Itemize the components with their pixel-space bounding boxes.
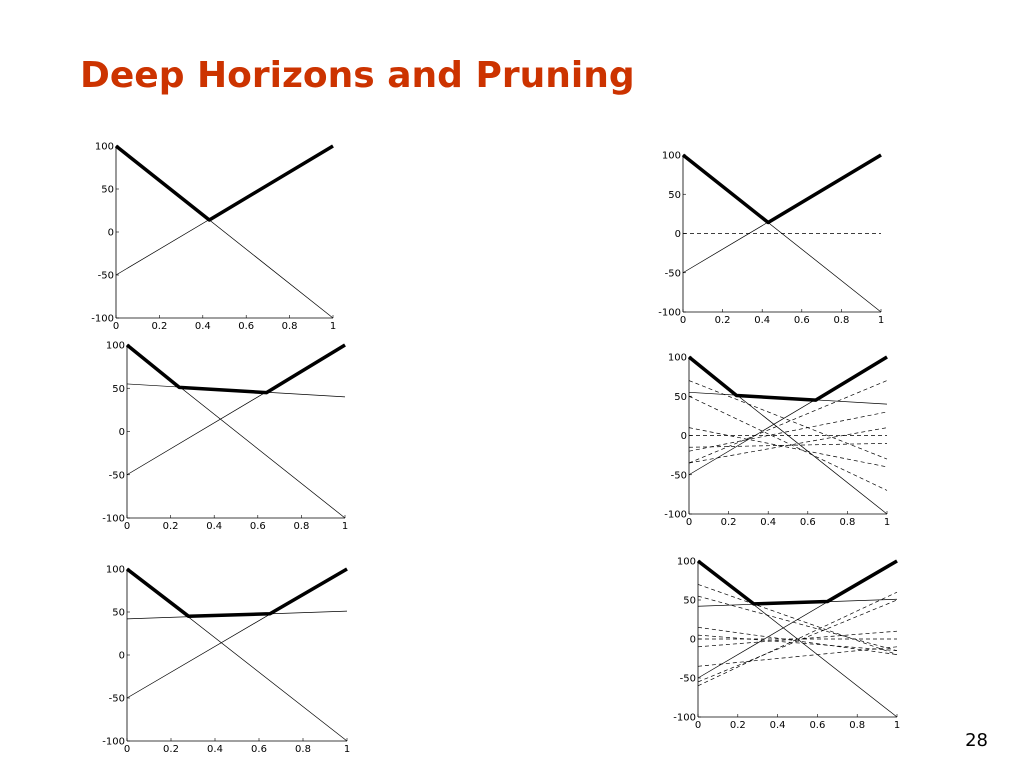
series-line bbox=[114, 144, 334, 222]
y-tick-label: -50 bbox=[109, 694, 125, 705]
series-line bbox=[697, 591, 898, 687]
x-tick-label: 0.2 bbox=[730, 720, 746, 731]
x-tick-label: 0.4 bbox=[207, 744, 223, 755]
series-line bbox=[687, 355, 888, 402]
x-tick-label: 0.2 bbox=[163, 521, 179, 532]
x-tick-label: 0.6 bbox=[800, 517, 816, 528]
x-tick-label: 1 bbox=[894, 720, 900, 731]
x-tick-label: 0.4 bbox=[754, 315, 770, 326]
y-tick-label: 50 bbox=[683, 596, 696, 607]
y-tick-label: -50 bbox=[665, 268, 681, 279]
y-tick-label: -100 bbox=[658, 308, 681, 319]
y-tick-label: 0 bbox=[681, 431, 687, 442]
y-tick-label: -50 bbox=[680, 674, 696, 685]
x-tick-label: 0.4 bbox=[760, 517, 776, 528]
y-tick-label: 0 bbox=[119, 651, 125, 662]
series-line bbox=[125, 343, 346, 395]
series-line bbox=[125, 567, 348, 619]
y-tick-label: -100 bbox=[91, 314, 114, 325]
x-tick-label: 1 bbox=[878, 315, 884, 326]
x-tick-label: 0 bbox=[695, 720, 701, 731]
x-tick-label: 0.6 bbox=[794, 315, 810, 326]
y-tick-label: -100 bbox=[673, 713, 696, 724]
x-tick-label: 0 bbox=[680, 315, 686, 326]
x-tick-label: 0.8 bbox=[839, 517, 855, 528]
y-tick-label: 50 bbox=[674, 392, 687, 403]
series-line bbox=[688, 395, 888, 491]
y-tick-label: -50 bbox=[98, 271, 114, 282]
slide-title: Deep Horizons and Pruning bbox=[80, 55, 635, 96]
series-line bbox=[697, 634, 898, 652]
x-tick-label: 0 bbox=[124, 744, 130, 755]
chart: -100 -50 0 50 100 0 0.2 0.4 0.6 0.8 1 bbox=[91, 142, 336, 333]
series-line bbox=[688, 411, 888, 452]
series-line bbox=[697, 626, 898, 655]
y-tick-label: 100 bbox=[106, 341, 125, 352]
x-tick-label: 0.6 bbox=[238, 321, 254, 332]
x-tick-label: 0.8 bbox=[295, 744, 311, 755]
x-tick-label: 1 bbox=[344, 744, 350, 755]
y-tick-label: 0 bbox=[675, 229, 681, 240]
y-tick-label: 100 bbox=[677, 557, 696, 568]
chart: -100 -50 0 50 100 0 0.2 0.4 0.6 0.8 1 bbox=[102, 341, 348, 533]
series-line bbox=[697, 584, 898, 655]
series-line bbox=[697, 630, 898, 648]
x-tick-label: 0.2 bbox=[721, 517, 737, 528]
page-number: 28 bbox=[965, 730, 988, 751]
series-line bbox=[697, 646, 898, 667]
chart: -100 -50 0 50 100 0 0.2 0.4 0.6 0.8 1 bbox=[664, 353, 890, 529]
y-tick-label: 100 bbox=[668, 353, 687, 364]
y-tick-label: 100 bbox=[662, 151, 681, 162]
y-tick-label: 100 bbox=[106, 565, 125, 576]
y-tick-label: 50 bbox=[101, 185, 114, 196]
x-tick-label: 0.4 bbox=[206, 521, 222, 532]
series-line bbox=[688, 380, 888, 460]
y-tick-label: 50 bbox=[112, 608, 125, 619]
y-tick-label: -100 bbox=[102, 737, 125, 748]
x-tick-label: 0.8 bbox=[293, 521, 309, 532]
y-tick-label: -100 bbox=[102, 514, 125, 525]
y-tick-label: -100 bbox=[664, 510, 687, 521]
y-tick-label: -50 bbox=[109, 470, 125, 481]
x-tick-label: 0.6 bbox=[250, 521, 266, 532]
series-line bbox=[688, 443, 888, 448]
x-tick-label: 0 bbox=[113, 321, 119, 332]
y-tick-label: 0 bbox=[108, 228, 114, 239]
series-line bbox=[688, 427, 888, 468]
x-tick-label: 1 bbox=[330, 321, 336, 332]
series-line bbox=[681, 153, 882, 225]
x-tick-label: 0.4 bbox=[770, 720, 786, 731]
x-tick-label: 0.2 bbox=[715, 315, 731, 326]
x-tick-label: 0.6 bbox=[251, 744, 267, 755]
chart: -100 -50 0 50 100 0 0.2 0.4 0.6 0.8 1 bbox=[658, 151, 884, 327]
x-tick-label: 0.6 bbox=[809, 720, 825, 731]
series-line bbox=[696, 559, 898, 606]
x-tick-label: 0 bbox=[124, 521, 130, 532]
x-tick-label: 0.8 bbox=[849, 720, 865, 731]
y-tick-label: 100 bbox=[95, 142, 114, 153]
x-tick-label: 0 bbox=[686, 517, 692, 528]
series-line bbox=[697, 595, 898, 652]
series-line bbox=[688, 380, 888, 464]
x-tick-label: 0.2 bbox=[151, 321, 167, 332]
x-tick-label: 1 bbox=[342, 521, 348, 532]
chart: -100 -50 0 50 100 0 0.2 0.4 0.6 0.8 1 bbox=[102, 565, 350, 756]
y-tick-label: -50 bbox=[671, 470, 687, 481]
chart: -100 -50 0 50 100 0 0.2 0.4 0.6 0.8 1 bbox=[673, 557, 900, 732]
y-tick-label: 0 bbox=[119, 427, 125, 438]
y-tick-label: 50 bbox=[112, 384, 125, 395]
x-tick-label: 0.4 bbox=[195, 321, 211, 332]
y-tick-label: 50 bbox=[668, 190, 681, 201]
x-tick-label: 0.8 bbox=[833, 315, 849, 326]
y-tick-label: 0 bbox=[690, 635, 696, 646]
x-tick-label: 0.8 bbox=[282, 321, 298, 332]
x-tick-label: 1 bbox=[884, 517, 890, 528]
x-tick-label: 0.2 bbox=[163, 744, 179, 755]
